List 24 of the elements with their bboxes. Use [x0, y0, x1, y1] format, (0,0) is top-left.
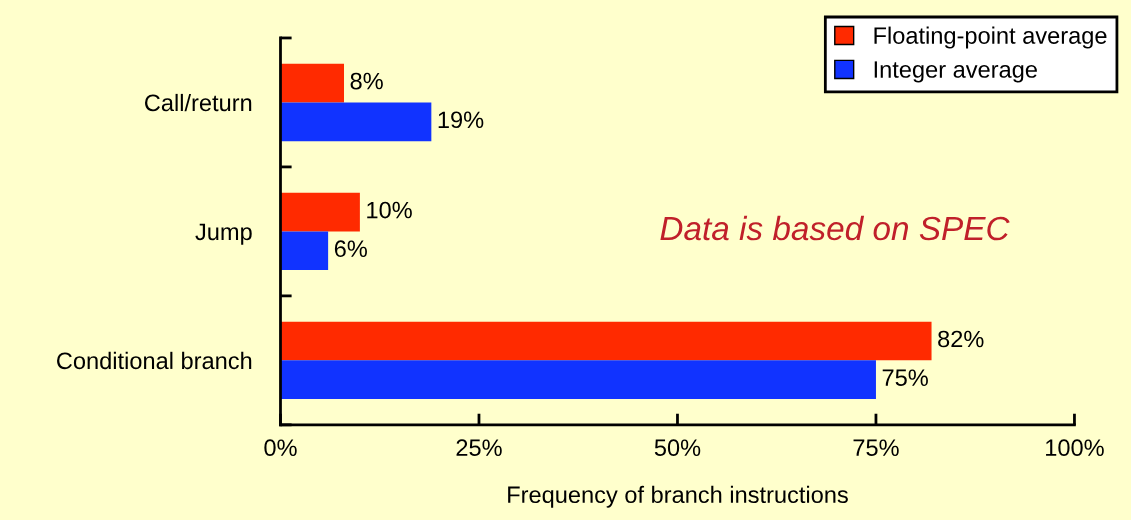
y-tick-label: Jump: [195, 223, 252, 245]
bar: [280, 192, 360, 232]
x-tick-label: 0%: [264, 439, 297, 457]
x-tick-label: 100%: [1046, 439, 1104, 457]
legend-label: Integer average: [874, 61, 1037, 83]
x-axis-title: Frequency of branch instructions: [508, 485, 848, 508]
x-tick-label: 75%: [853, 439, 899, 457]
data-label: 6%: [334, 240, 367, 258]
bar: [280, 360, 876, 400]
data-label: 10%: [367, 201, 412, 219]
legend-label: Floating-point average: [874, 26, 1107, 49]
data-label: 19%: [438, 111, 484, 129]
annotation: Data is based on SPEC: [660, 215, 1010, 241]
data-label: 8%: [350, 72, 383, 90]
bar: [280, 231, 329, 271]
x-tick-label: 50%: [654, 439, 701, 457]
y-tick-label: Conditional branch: [57, 351, 252, 370]
x-tick-label: 25%: [456, 439, 502, 457]
bar: [280, 63, 344, 103]
y-tick-label: Call/return: [145, 93, 252, 112]
data-label: 82%: [938, 330, 984, 348]
data-label: 75%: [882, 369, 928, 387]
bar: [280, 102, 432, 142]
bar: [280, 321, 932, 361]
